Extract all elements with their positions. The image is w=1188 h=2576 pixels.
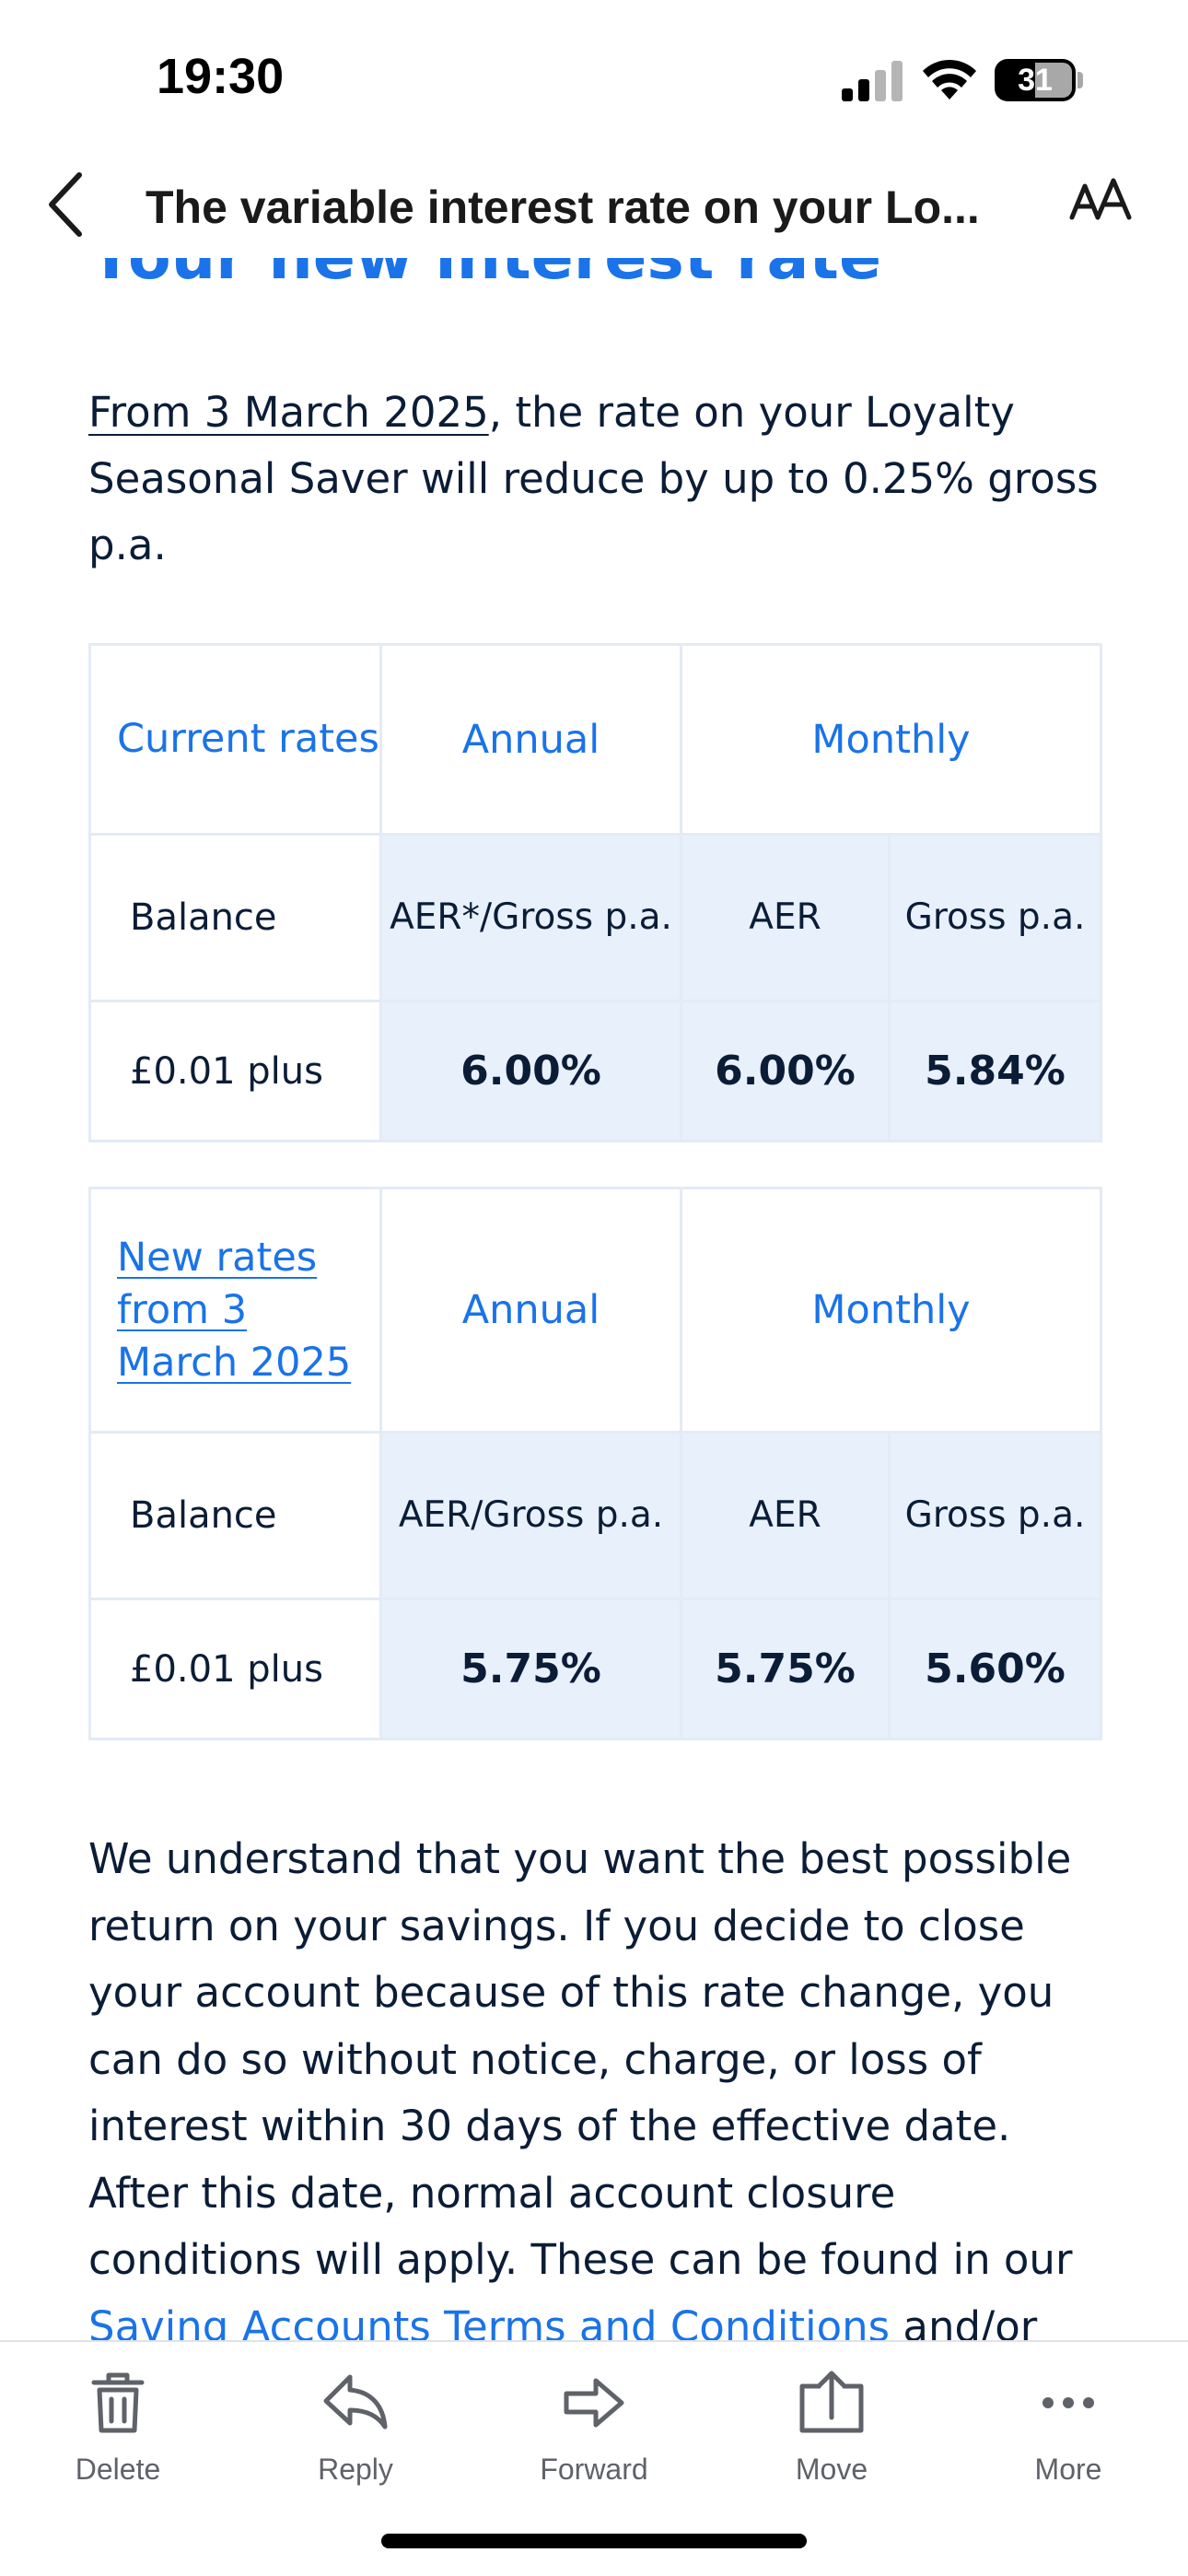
balance-label: Balance — [88, 833, 382, 1002]
annual-rate-value: 5.75% — [379, 1598, 682, 1740]
trash-icon — [91, 2372, 145, 2433]
home-indicator[interactable] — [381, 2534, 807, 2548]
forward-label: Forward — [540, 2453, 648, 2486]
aer-subheader: AER — [680, 833, 891, 1002]
status-time: 19:30 — [157, 49, 285, 104]
new-rates-table: New rates from 3 March 2025 Annual Month… — [88, 1187, 1103, 1740]
reply-button[interactable]: Reply — [263, 2366, 448, 2486]
wifi-icon — [923, 59, 976, 100]
move-button[interactable]: Move — [740, 2366, 924, 2486]
balance-tier: £0.01 plus — [88, 1000, 382, 1142]
monthly-aer-value: 5.75% — [680, 1598, 891, 1740]
gross-subheader: Gross p.a. — [887, 1431, 1103, 1600]
reply-label: Reply — [318, 2453, 393, 2486]
email-subject: The variable interest rate on your Lo... — [146, 181, 980, 233]
closure-paragraph: We understand that you want the best pos… — [88, 1826, 1120, 2340]
more-label: More — [1034, 2453, 1102, 2486]
closure-text: We understand that you want the best pos… — [88, 1834, 1073, 2284]
new-rates-title[interactable]: New rates from 3 March 2025 — [88, 1187, 382, 1434]
aer-subheader: AER — [680, 1431, 891, 1600]
monthly-gross-value: 5.60% — [887, 1598, 1103, 1740]
reply-arrow-icon — [323, 2374, 388, 2430]
delete-button[interactable]: Delete — [26, 2366, 210, 2486]
intro-paragraph: From 3 March 2025, the rate on your Loya… — [88, 380, 1120, 579]
email-header: The variable interest rate on your Lo... — [0, 157, 1188, 258]
current-rates-table: Current rates Annual Monthly Balance AER… — [88, 643, 1103, 1142]
forward-button[interactable]: Forward — [502, 2366, 686, 2486]
new-rates-title-text[interactable]: New rates from 3 March 2025 — [117, 1234, 352, 1386]
more-dots-icon — [1042, 2397, 1094, 2408]
text-size-icon[interactable] — [1068, 177, 1133, 232]
delete-label: Delete — [75, 2453, 161, 2486]
annual-header: Annual — [379, 643, 682, 836]
back-chevron-icon[interactable] — [37, 170, 101, 240]
monthly-gross-value: 5.84% — [887, 1000, 1103, 1142]
terms-link[interactable]: Saving Accounts Terms and Conditions — [88, 2301, 891, 2341]
annual-subheader: AER*/Gross p.a. — [379, 833, 682, 1002]
battery-level: 31 — [1018, 63, 1053, 98]
battery-icon: 31 — [995, 59, 1083, 101]
annual-subheader: AER/Gross p.a. — [379, 1431, 682, 1600]
monthly-aer-value: 6.00% — [680, 1000, 891, 1142]
forward-arrow-icon — [564, 2378, 624, 2428]
closure-tail: and/or your product — [903, 2301, 1038, 2341]
balance-tier: £0.01 plus — [88, 1598, 382, 1740]
current-rates-title: Current rates — [88, 643, 382, 836]
monthly-header: Monthly — [679, 1187, 1103, 1434]
cellular-signal-icon — [842, 61, 903, 101]
move-label: Move — [795, 2453, 868, 2486]
effective-date-link[interactable]: From 3 March 2025 — [88, 388, 489, 437]
email-body[interactable]: Your new interest rate From 3 March 2025… — [0, 0, 1188, 2340]
annual-rate-value: 6.00% — [379, 1000, 682, 1142]
balance-label: Balance — [88, 1431, 382, 1600]
intro-text: , the rate on your Loyalty Seasonal Save… — [88, 388, 1099, 569]
move-to-folder-icon — [799, 2371, 864, 2433]
more-button[interactable]: More — [976, 2366, 1160, 2486]
monthly-header: Monthly — [679, 643, 1103, 836]
annual-header: Annual — [379, 1187, 682, 1434]
status-bar: 19:30 31 — [0, 0, 1188, 157]
gross-subheader: Gross p.a. — [887, 833, 1103, 1002]
